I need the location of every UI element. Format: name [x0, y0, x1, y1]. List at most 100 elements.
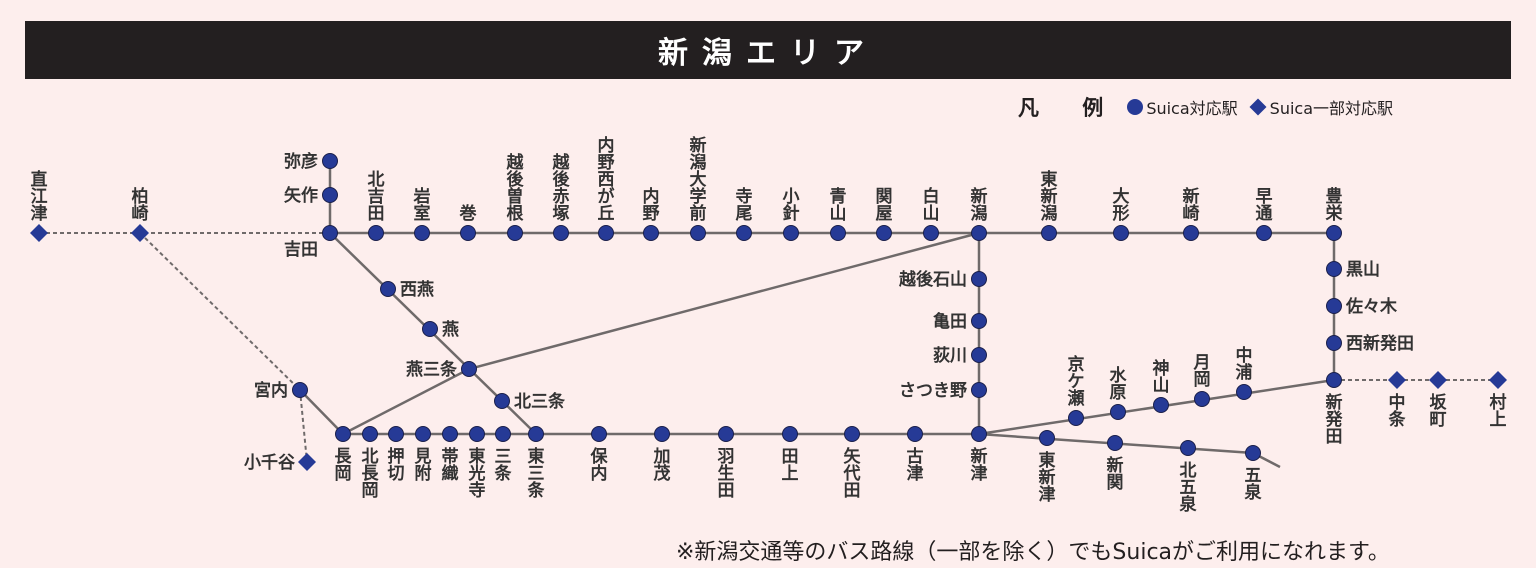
station[interactable]: 寺尾	[736, 186, 753, 241]
station[interactable]: 新発田	[1325, 372, 1344, 448]
station[interactable]: 弥彦	[284, 151, 338, 172]
station-label: 寺	[736, 186, 753, 207]
station[interactable]: 三条	[494, 426, 513, 485]
station[interactable]: 燕三条	[406, 359, 477, 380]
station-label: 宮内	[254, 380, 288, 401]
station-diamond-icon	[131, 224, 149, 242]
station[interactable]: 北三条	[494, 391, 566, 412]
station-circle-icon	[782, 426, 798, 442]
station-label: 関	[876, 187, 893, 207]
station[interactable]: 田上	[782, 426, 799, 485]
station[interactable]: 亀田	[933, 311, 987, 332]
station[interactable]: 村上	[1489, 371, 1507, 430]
station[interactable]: 新津	[971, 426, 988, 485]
station-label: 山	[1153, 376, 1170, 396]
station-circle-icon	[415, 426, 431, 442]
station[interactable]: 直江津	[30, 169, 48, 242]
station[interactable]: 帯織	[442, 426, 459, 485]
station-diamond-icon	[1388, 371, 1406, 389]
station[interactable]: 月岡	[1193, 353, 1211, 407]
station-diamond-icon	[1429, 371, 1447, 389]
station[interactable]: 北長岡	[362, 426, 380, 502]
station-label: 燕	[442, 319, 459, 340]
station[interactable]: 宮内	[254, 380, 308, 401]
station[interactable]: 東三条	[527, 426, 546, 502]
station-label: 小	[783, 187, 800, 207]
station-label: 泉	[1179, 494, 1198, 515]
station-label: 岡	[335, 464, 352, 484]
station[interactable]: さつき野	[899, 381, 987, 401]
station[interactable]: 大形	[1113, 186, 1130, 241]
station[interactable]: 東新潟	[1041, 169, 1058, 241]
station[interactable]: 新潟	[971, 186, 988, 241]
station[interactable]: 西燕	[380, 279, 435, 300]
station[interactable]: 加茂	[653, 426, 671, 485]
station-label: 矢作	[284, 185, 318, 206]
station[interactable]: 新崎	[1183, 186, 1200, 241]
station[interactable]: 見附	[414, 426, 432, 485]
station-label: 新	[1326, 392, 1343, 413]
station[interactable]: 新関	[1107, 435, 1124, 494]
station-label: 発	[1325, 409, 1344, 430]
station-label: 尾	[736, 204, 753, 224]
station[interactable]: 押切	[388, 426, 405, 485]
station[interactable]: 西新発田	[1326, 333, 1415, 354]
station-label: 吉	[368, 187, 385, 207]
station[interactable]: 保内	[590, 426, 609, 485]
station[interactable]: 五泉	[1244, 445, 1263, 504]
station-circle-icon	[460, 225, 476, 241]
station[interactable]: 北吉田	[368, 170, 385, 241]
station[interactable]: 神山	[1153, 358, 1170, 413]
station-label: 崎	[132, 203, 149, 224]
station[interactable]: 東光寺	[468, 426, 486, 502]
station[interactable]: 白山	[923, 186, 940, 241]
station-label: 学	[690, 186, 707, 207]
station[interactable]: 矢作	[284, 185, 338, 206]
station[interactable]: 小千谷	[244, 453, 316, 473]
station-circle-icon	[971, 347, 987, 363]
station-label: 田	[844, 481, 861, 501]
station[interactable]: 岩室	[413, 186, 431, 241]
station[interactable]: 青山	[830, 186, 847, 241]
station-label: 関	[1107, 473, 1124, 493]
station-label: 室	[414, 203, 431, 224]
station[interactable]: 羽生田	[718, 426, 735, 502]
rail-line	[342, 231, 980, 436]
station[interactable]: 佐々木	[1326, 296, 1398, 317]
station[interactable]: 水原	[1110, 365, 1128, 420]
station[interactable]: 燕	[422, 319, 460, 340]
station[interactable]: 坂町	[1429, 371, 1448, 430]
station-label: 代	[843, 463, 861, 484]
station[interactable]: 中条	[1388, 371, 1407, 430]
station-circle-icon	[1326, 298, 1342, 314]
station[interactable]: 巻	[459, 203, 477, 241]
station-label: 中	[1236, 345, 1253, 366]
station[interactable]: 北五泉	[1179, 440, 1198, 516]
station[interactable]: 荻川	[933, 345, 987, 366]
station[interactable]: 関屋	[876, 187, 893, 241]
station-label: 江	[31, 187, 48, 207]
station[interactable]: 長岡	[335, 426, 353, 485]
station-label: 上	[782, 464, 799, 484]
station[interactable]: 中浦	[1236, 345, 1253, 400]
station[interactable]: 黒山	[1326, 260, 1381, 280]
station[interactable]: 内野	[643, 186, 660, 241]
station[interactable]: 矢代田	[843, 426, 862, 502]
station-label: 月	[1193, 353, 1211, 373]
station-label: ケ	[1068, 372, 1085, 392]
station-circle-icon	[654, 426, 670, 442]
station[interactable]: 古津	[907, 426, 924, 485]
station[interactable]: 東新津	[1039, 430, 1056, 506]
station[interactable]: 吉田	[284, 225, 338, 261]
station[interactable]: 小針	[783, 187, 800, 241]
station[interactable]: 早通	[1256, 187, 1273, 241]
station[interactable]: 京ケ瀬	[1068, 354, 1085, 426]
station[interactable]: 柏崎	[131, 186, 149, 242]
station[interactable]: 豊栄	[1325, 186, 1344, 241]
station-label: 北	[368, 170, 385, 190]
station[interactable]: 越後石山	[898, 269, 987, 290]
